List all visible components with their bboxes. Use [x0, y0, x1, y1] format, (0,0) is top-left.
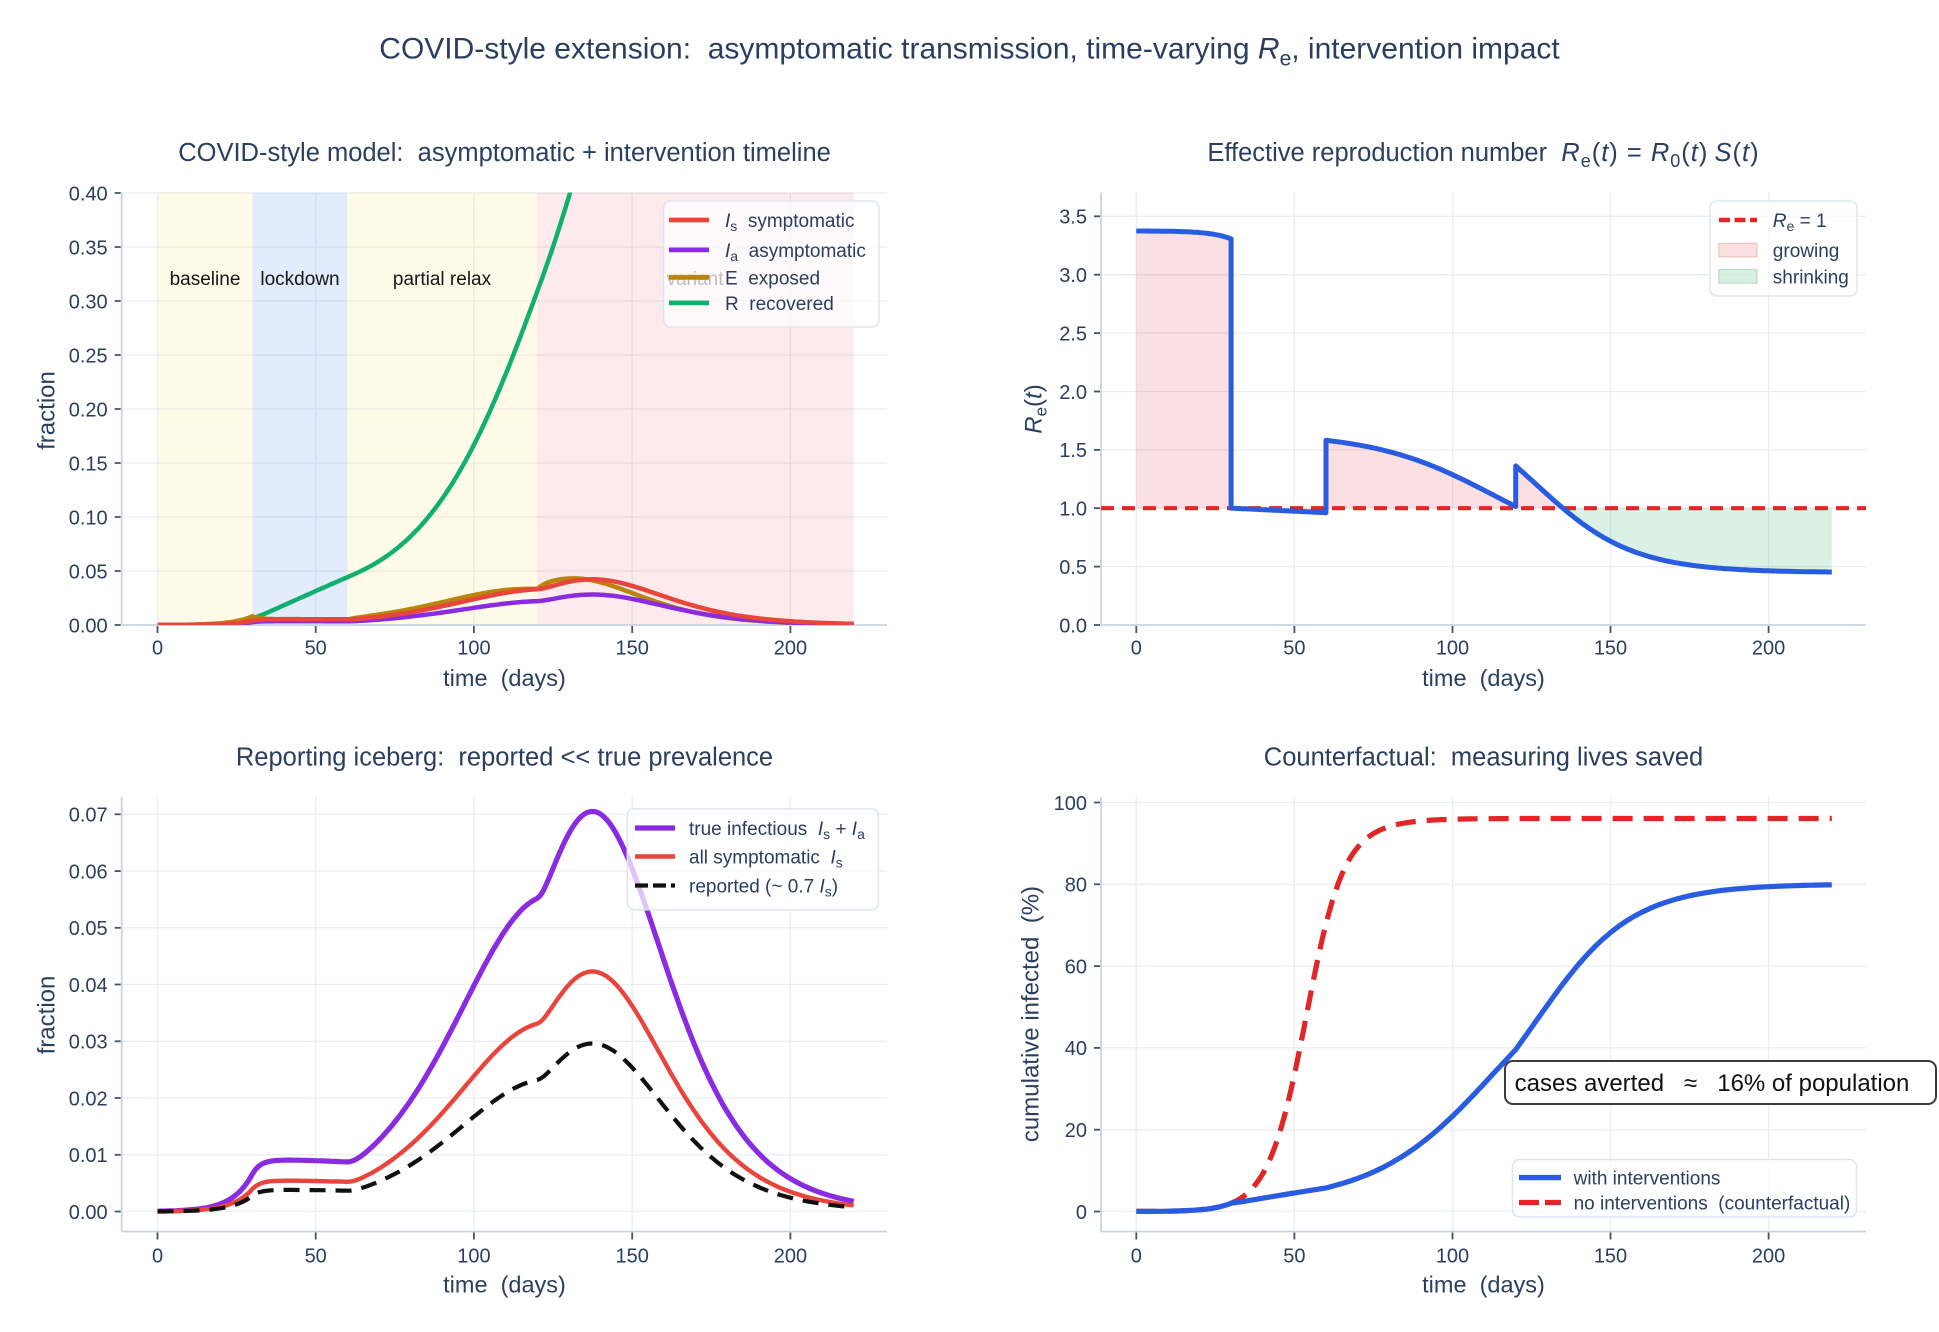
svg-text:lockdown: lockdown	[260, 269, 339, 290]
svg-text:no interventions (counterfact: no interventions (counterfactual)	[1574, 1194, 1851, 1215]
svg-text:0.03: 0.03	[69, 1032, 108, 1054]
svg-text:150: 150	[616, 1246, 649, 1268]
svg-text:0.25: 0.25	[69, 345, 108, 367]
svg-text:shrinking: shrinking	[1773, 267, 1849, 288]
svg-text:Reporting iceberg: reported <: Reporting iceberg: reported << true prev…	[236, 744, 773, 772]
svg-text:time (days): time (days)	[1422, 665, 1545, 691]
svg-text:E exposed: E exposed	[725, 268, 820, 289]
svg-text:40: 40	[1065, 1038, 1087, 1060]
svg-text:0: 0	[1076, 1202, 1087, 1224]
svg-text:partial relax: partial relax	[393, 269, 492, 290]
svg-text:100: 100	[1436, 637, 1469, 659]
svg-text:fraction: fraction	[34, 976, 61, 1055]
svg-text:COVID-style model: asymptomat: COVID-style model: asymptomatic + interv…	[178, 139, 831, 167]
svg-text:fraction: fraction	[34, 371, 61, 450]
svg-text:0: 0	[152, 637, 163, 659]
svg-text:2.0: 2.0	[1059, 382, 1087, 404]
svg-text:0.15: 0.15	[69, 453, 108, 475]
svg-text:100: 100	[1054, 793, 1087, 815]
svg-text:100: 100	[1436, 1246, 1469, 1268]
svg-text:Re = 1: Re = 1	[1773, 211, 1827, 234]
svg-text:0.06: 0.06	[69, 861, 108, 883]
svg-text:0.01: 0.01	[69, 1145, 108, 1167]
svg-text:3.0: 3.0	[1059, 265, 1087, 287]
svg-text:time (days): time (days)	[1422, 1272, 1545, 1298]
svg-text:200: 200	[774, 1246, 807, 1268]
svg-text:with interventions: with interventions	[1573, 1169, 1721, 1190]
svg-text:2.5: 2.5	[1059, 323, 1087, 345]
svg-text:0.0: 0.0	[1059, 615, 1087, 637]
svg-text:0.30: 0.30	[69, 291, 108, 313]
svg-text:Effective reproduction number: Effective reproduction number Re(t) = R0…	[1207, 139, 1759, 171]
svg-text:0.40: 0.40	[69, 183, 108, 205]
svg-text:0: 0	[1131, 637, 1142, 659]
svg-text:150: 150	[1594, 637, 1627, 659]
svg-text:200: 200	[1752, 1246, 1785, 1268]
svg-text:3.5: 3.5	[1059, 207, 1087, 229]
svg-text:80: 80	[1065, 875, 1087, 897]
svg-text:time (days): time (days)	[443, 1272, 566, 1298]
svg-text:Re(t): Re(t)	[1021, 384, 1051, 433]
svg-text:50: 50	[305, 1246, 327, 1268]
svg-text:1.0: 1.0	[1059, 499, 1087, 521]
svg-text:cumulative infected (%): cumulative infected (%)	[1018, 886, 1045, 1142]
svg-text:0.05: 0.05	[69, 561, 108, 583]
svg-text:0: 0	[1131, 1246, 1142, 1268]
svg-text:0.35: 0.35	[69, 237, 108, 259]
svg-text:cases averted ≈ 16% of pop: cases averted ≈ 16% of population	[1515, 1070, 1910, 1097]
svg-text:time (days): time (days)	[443, 665, 566, 691]
svg-text:0.5: 0.5	[1059, 557, 1087, 579]
svg-text:100: 100	[457, 637, 490, 659]
svg-text:all symptomatic Is: all symptomatic Is	[689, 848, 843, 871]
svg-text:growing: growing	[1773, 241, 1840, 262]
svg-text:0: 0	[152, 1246, 163, 1268]
svg-text:COVID-style extension: asympt: COVID-style extension: asymptomatic tran…	[379, 33, 1560, 71]
svg-text:0.05: 0.05	[69, 918, 108, 940]
svg-text:0.20: 0.20	[69, 399, 108, 421]
svg-text:0.10: 0.10	[69, 507, 108, 529]
svg-text:50: 50	[1283, 1246, 1305, 1268]
svg-text:60: 60	[1065, 956, 1087, 978]
svg-text:0.02: 0.02	[69, 1088, 108, 1110]
svg-text:Counterfactual: measuring liv: Counterfactual: measuring lives saved	[1264, 744, 1703, 772]
svg-text:50: 50	[305, 637, 327, 659]
svg-text:Ia asymptomatic: Ia asymptomatic	[725, 241, 866, 264]
svg-text:50: 50	[1283, 637, 1305, 659]
svg-text:1.5: 1.5	[1059, 440, 1087, 462]
svg-text:0.00: 0.00	[69, 615, 108, 637]
svg-text:0.07: 0.07	[69, 805, 108, 827]
svg-text:20: 20	[1065, 1120, 1087, 1142]
svg-text:200: 200	[1752, 637, 1785, 659]
svg-text:100: 100	[457, 1246, 490, 1268]
svg-text:reported (~ 0.7 Is): reported (~ 0.7 Is)	[689, 877, 838, 900]
svg-text:150: 150	[616, 637, 649, 659]
svg-text:Is symptomatic: Is symptomatic	[725, 211, 854, 234]
svg-text:0.04: 0.04	[69, 975, 108, 997]
svg-text:true infectious Is + Ia: true infectious Is + Ia	[689, 819, 865, 842]
svg-text:baseline: baseline	[170, 269, 241, 290]
svg-text:R recovered: R recovered	[725, 294, 834, 315]
svg-text:150: 150	[1594, 1246, 1627, 1268]
svg-text:200: 200	[774, 637, 807, 659]
svg-text:0.00: 0.00	[69, 1202, 108, 1224]
